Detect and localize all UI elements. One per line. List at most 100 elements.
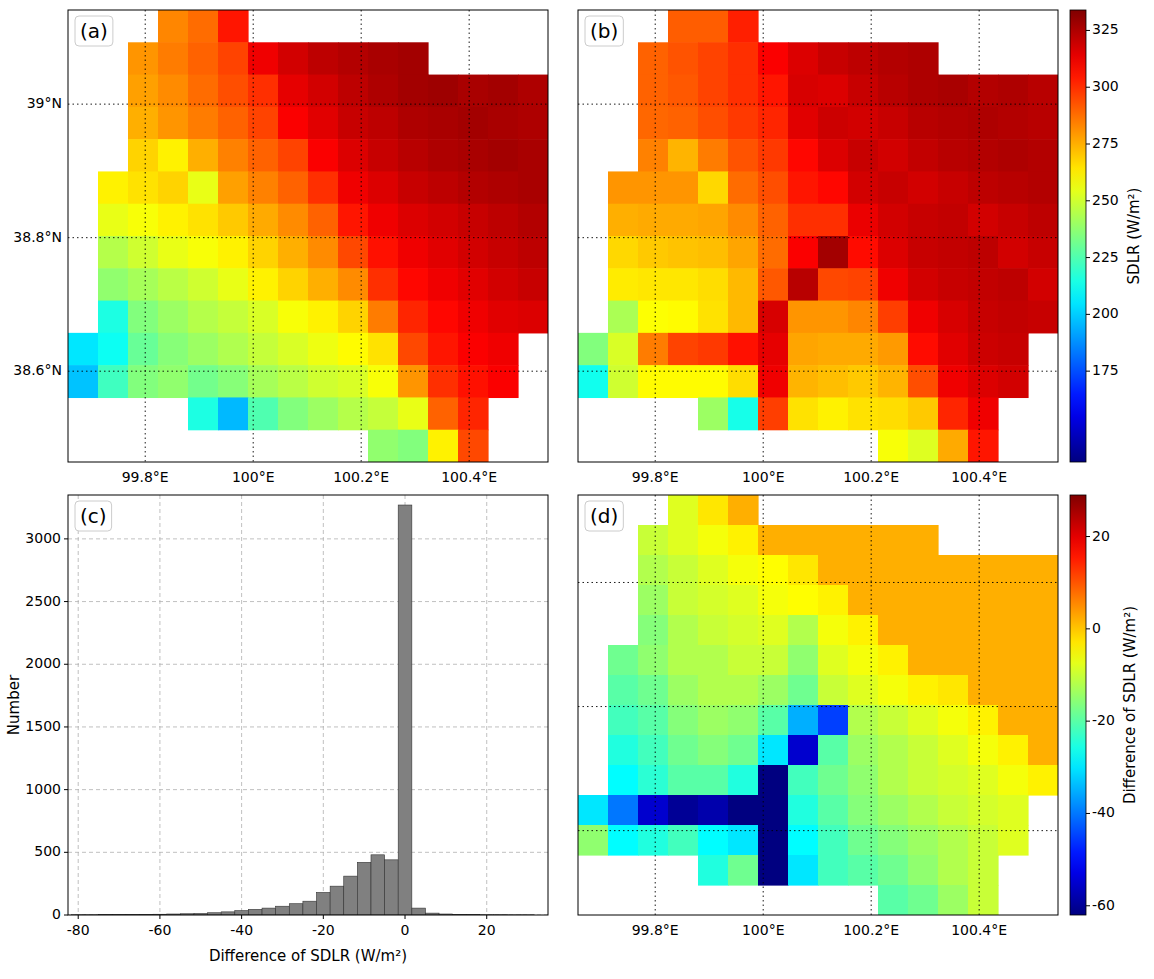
- grid-line: [871, 495, 872, 915]
- cell: [938, 555, 969, 586]
- cell: [218, 397, 249, 430]
- cell: [908, 107, 939, 140]
- cell: [668, 75, 699, 108]
- y-tick: [64, 601, 68, 602]
- cell: [668, 525, 699, 556]
- cell: [428, 430, 459, 462]
- cell: [518, 171, 548, 204]
- cell: [728, 236, 759, 269]
- cell: [488, 204, 519, 237]
- colorbar-tick: [1086, 200, 1090, 201]
- cell: [368, 268, 399, 301]
- cell: [878, 171, 909, 204]
- cell: [908, 236, 939, 269]
- cell: [668, 301, 699, 334]
- cell: [368, 42, 399, 75]
- grid-line: [68, 104, 548, 105]
- cell: [728, 675, 759, 706]
- grid-line: [763, 10, 764, 462]
- grid-line: [145, 10, 146, 462]
- cell: [728, 525, 759, 556]
- grid-line: [486, 495, 487, 915]
- cell: [908, 75, 939, 108]
- grid-line: [578, 830, 1058, 831]
- cell: [698, 171, 729, 204]
- cell: [848, 268, 879, 301]
- cell: [998, 735, 1029, 766]
- cells: [578, 495, 1058, 915]
- colorbar-tick: [1086, 905, 1090, 906]
- cell: [968, 236, 999, 269]
- y-tick-label: 1000: [25, 781, 61, 797]
- bar: [316, 892, 330, 915]
- cell: [968, 268, 999, 301]
- panel-letter-group: (d): [585, 501, 623, 531]
- cell: [788, 75, 819, 108]
- cell: [938, 615, 969, 646]
- cell: [878, 585, 909, 616]
- cell: [518, 107, 548, 140]
- cell: [818, 42, 849, 75]
- cell: [608, 171, 639, 204]
- grid-line: [68, 726, 548, 727]
- cell: [998, 795, 1029, 826]
- cell: [968, 171, 999, 204]
- y-tick: [64, 915, 68, 916]
- cell: [938, 107, 969, 140]
- cell: [608, 795, 639, 826]
- x-tick-label: 100.4°E: [951, 922, 1007, 938]
- cell: [308, 333, 339, 366]
- cell: [338, 75, 369, 108]
- cell: [908, 705, 939, 736]
- cell: [218, 42, 249, 75]
- cell: [818, 301, 849, 334]
- grid-line: [68, 664, 548, 665]
- cell: [218, 75, 249, 108]
- cell: [818, 171, 849, 204]
- cell: [728, 645, 759, 676]
- bar: [357, 862, 371, 915]
- cell: [968, 139, 999, 172]
- cell: [788, 645, 819, 676]
- grid-line: [763, 495, 764, 915]
- grid-line: [655, 10, 656, 462]
- cell: [668, 555, 699, 586]
- x-tick: [486, 915, 487, 919]
- cell: [818, 236, 849, 269]
- cell: [188, 139, 219, 172]
- panel-letter: (c): [80, 504, 107, 528]
- cell: [848, 525, 879, 556]
- cell: [458, 333, 489, 366]
- cell: [338, 139, 369, 172]
- cell: [278, 171, 309, 204]
- cell: [398, 430, 429, 462]
- cell: [938, 705, 969, 736]
- cell: [368, 171, 399, 204]
- cell: [638, 204, 669, 237]
- colorbar-tick-label: 175: [1092, 362, 1119, 378]
- cell: [728, 795, 759, 826]
- cell: [488, 171, 519, 204]
- colorbar-tick: [1086, 30, 1090, 31]
- cell: [458, 107, 489, 140]
- cell: [968, 204, 999, 237]
- cell: [158, 333, 189, 366]
- cell: [878, 430, 909, 462]
- y-tick: [64, 852, 68, 853]
- cell: [488, 75, 519, 108]
- cell: [728, 301, 759, 334]
- cell: [218, 139, 249, 172]
- x-tick-label: 100.4°E: [441, 469, 497, 485]
- cell: [938, 171, 969, 204]
- cell: [848, 204, 879, 237]
- cell: [758, 735, 789, 766]
- cell: [998, 765, 1029, 796]
- cell: [968, 75, 999, 108]
- bar: [371, 855, 385, 915]
- cell: [818, 855, 849, 886]
- bar: [344, 876, 358, 915]
- cell: [698, 333, 729, 366]
- cell: [458, 397, 489, 430]
- colorbar-tick: [1086, 257, 1090, 258]
- cell: [848, 365, 879, 398]
